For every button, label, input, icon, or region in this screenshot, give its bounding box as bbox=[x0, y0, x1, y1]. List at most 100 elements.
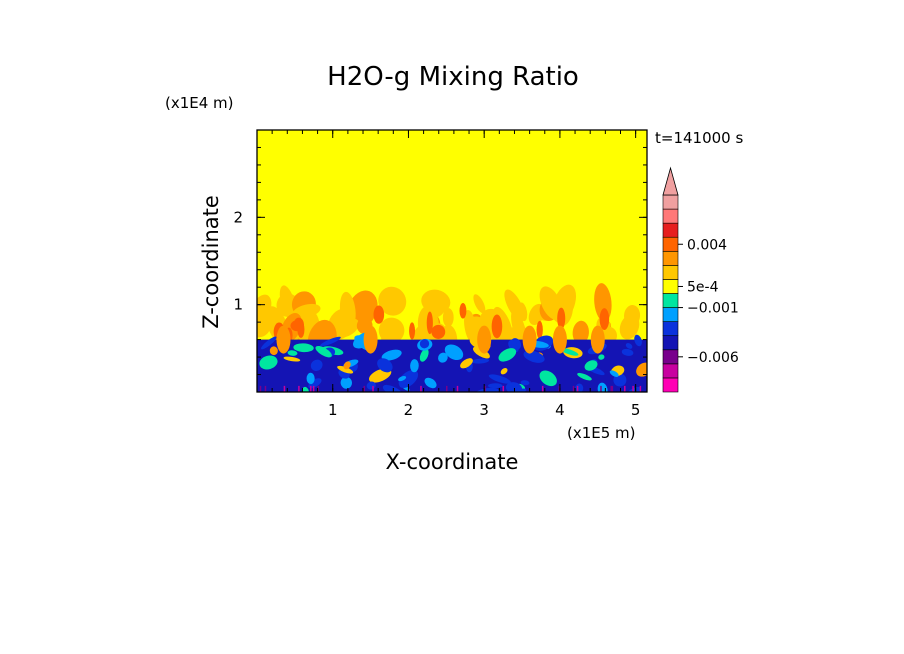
field-cell bbox=[621, 348, 634, 356]
x-tick-label: 2 bbox=[404, 401, 414, 419]
field-cell bbox=[560, 348, 579, 356]
colorbar-swatch bbox=[662, 194, 679, 210]
field-cell bbox=[310, 359, 323, 371]
field-cell bbox=[259, 385, 262, 392]
field-cell bbox=[302, 386, 309, 392]
colorbar-label: −0.006 bbox=[687, 350, 739, 366]
field-cell bbox=[577, 372, 592, 381]
field-wisp bbox=[431, 324, 446, 339]
field-cell bbox=[398, 375, 407, 382]
field-cell bbox=[337, 365, 354, 374]
field-cell bbox=[471, 358, 490, 364]
field-wisp bbox=[378, 286, 407, 316]
field-cell bbox=[610, 385, 612, 392]
field-cell bbox=[576, 385, 579, 392]
field-cell bbox=[484, 385, 486, 392]
colorbar-label: 5e-4 bbox=[687, 279, 719, 295]
y-tick-label: 1 bbox=[233, 296, 243, 314]
field-wisp bbox=[421, 289, 451, 314]
field-cell bbox=[539, 370, 557, 387]
colorbar-label: −0.001 bbox=[687, 301, 739, 317]
field-wisp bbox=[491, 314, 503, 339]
field-wisp bbox=[473, 294, 486, 314]
field-wisp bbox=[442, 308, 454, 327]
field-wisp bbox=[378, 317, 405, 344]
field-cell bbox=[498, 348, 517, 362]
field-cell bbox=[298, 385, 300, 392]
field-cell bbox=[420, 385, 422, 392]
field-cell bbox=[315, 345, 332, 358]
field-cell bbox=[523, 350, 545, 363]
colorbar-swatch bbox=[662, 236, 679, 252]
field-cell bbox=[636, 362, 647, 377]
field-cell bbox=[308, 378, 322, 389]
field-wisp bbox=[339, 291, 356, 330]
field-cell bbox=[488, 374, 511, 384]
time-label: t=141000 s bbox=[655, 129, 743, 147]
field-wisp bbox=[290, 320, 305, 332]
field-plume bbox=[552, 325, 567, 354]
field-cell bbox=[310, 385, 312, 392]
field-cell bbox=[372, 385, 374, 392]
field-cell bbox=[624, 385, 626, 392]
field-wisp bbox=[539, 286, 563, 321]
x-tick-label: 1 bbox=[328, 401, 338, 419]
x-scale-label: (x1E5 m) bbox=[567, 424, 636, 442]
field-cell bbox=[399, 380, 410, 388]
field-cell bbox=[410, 359, 419, 373]
field-cell bbox=[520, 380, 530, 386]
field-cell bbox=[639, 385, 642, 392]
plot-frame bbox=[256, 129, 648, 393]
field-cell bbox=[505, 382, 523, 392]
field-wisp bbox=[279, 285, 297, 321]
field-cell bbox=[419, 348, 429, 362]
colorbar-swatch bbox=[662, 293, 679, 308]
colorbar-swatch bbox=[662, 307, 679, 322]
field-cell bbox=[502, 385, 505, 392]
field-cell bbox=[293, 343, 314, 353]
field-plume bbox=[522, 325, 537, 354]
field-cell bbox=[363, 385, 365, 392]
field-wisp bbox=[624, 304, 641, 327]
field-cell bbox=[340, 376, 352, 389]
field-cell bbox=[444, 344, 464, 361]
field-cell bbox=[259, 355, 278, 370]
field-cell bbox=[597, 382, 608, 392]
field-cell bbox=[625, 343, 633, 349]
x-tick-label: 4 bbox=[555, 401, 565, 419]
field-plume bbox=[477, 325, 492, 354]
field-plume bbox=[590, 325, 605, 354]
field-cell bbox=[269, 346, 278, 356]
field-cell bbox=[343, 361, 351, 370]
colorbar-swatch bbox=[662, 377, 679, 393]
field-cell bbox=[419, 339, 430, 349]
field-cell bbox=[456, 385, 459, 392]
field-wisp bbox=[557, 307, 566, 330]
field-cell bbox=[472, 346, 490, 359]
field-cell bbox=[283, 385, 286, 392]
colorbar-extend-arrow bbox=[662, 166, 679, 196]
colorbar-swatch bbox=[662, 279, 679, 294]
field-wisp bbox=[518, 302, 528, 322]
colorbar-swatch bbox=[662, 265, 679, 280]
field-cell bbox=[264, 385, 267, 392]
field-wisp bbox=[572, 320, 589, 345]
x-tick-label: 5 bbox=[631, 401, 641, 419]
field-cell bbox=[317, 385, 320, 392]
field-cell bbox=[541, 385, 544, 392]
colorbar-swatch bbox=[662, 363, 679, 379]
colorbar-swatch bbox=[662, 349, 679, 365]
field-cell bbox=[283, 356, 301, 362]
field-wisp bbox=[409, 322, 416, 340]
field-cell bbox=[306, 372, 315, 385]
colorbar-swatch bbox=[662, 222, 679, 238]
field-plume bbox=[363, 325, 378, 354]
field-plume bbox=[276, 325, 291, 354]
field-cell bbox=[446, 385, 448, 392]
field-cell bbox=[632, 385, 634, 392]
field-cell bbox=[558, 385, 561, 392]
colorbar-swatch bbox=[662, 250, 679, 266]
field-cell bbox=[634, 334, 642, 347]
axis-ticks: 1 2 3 4 5 1 2 bbox=[233, 130, 647, 419]
